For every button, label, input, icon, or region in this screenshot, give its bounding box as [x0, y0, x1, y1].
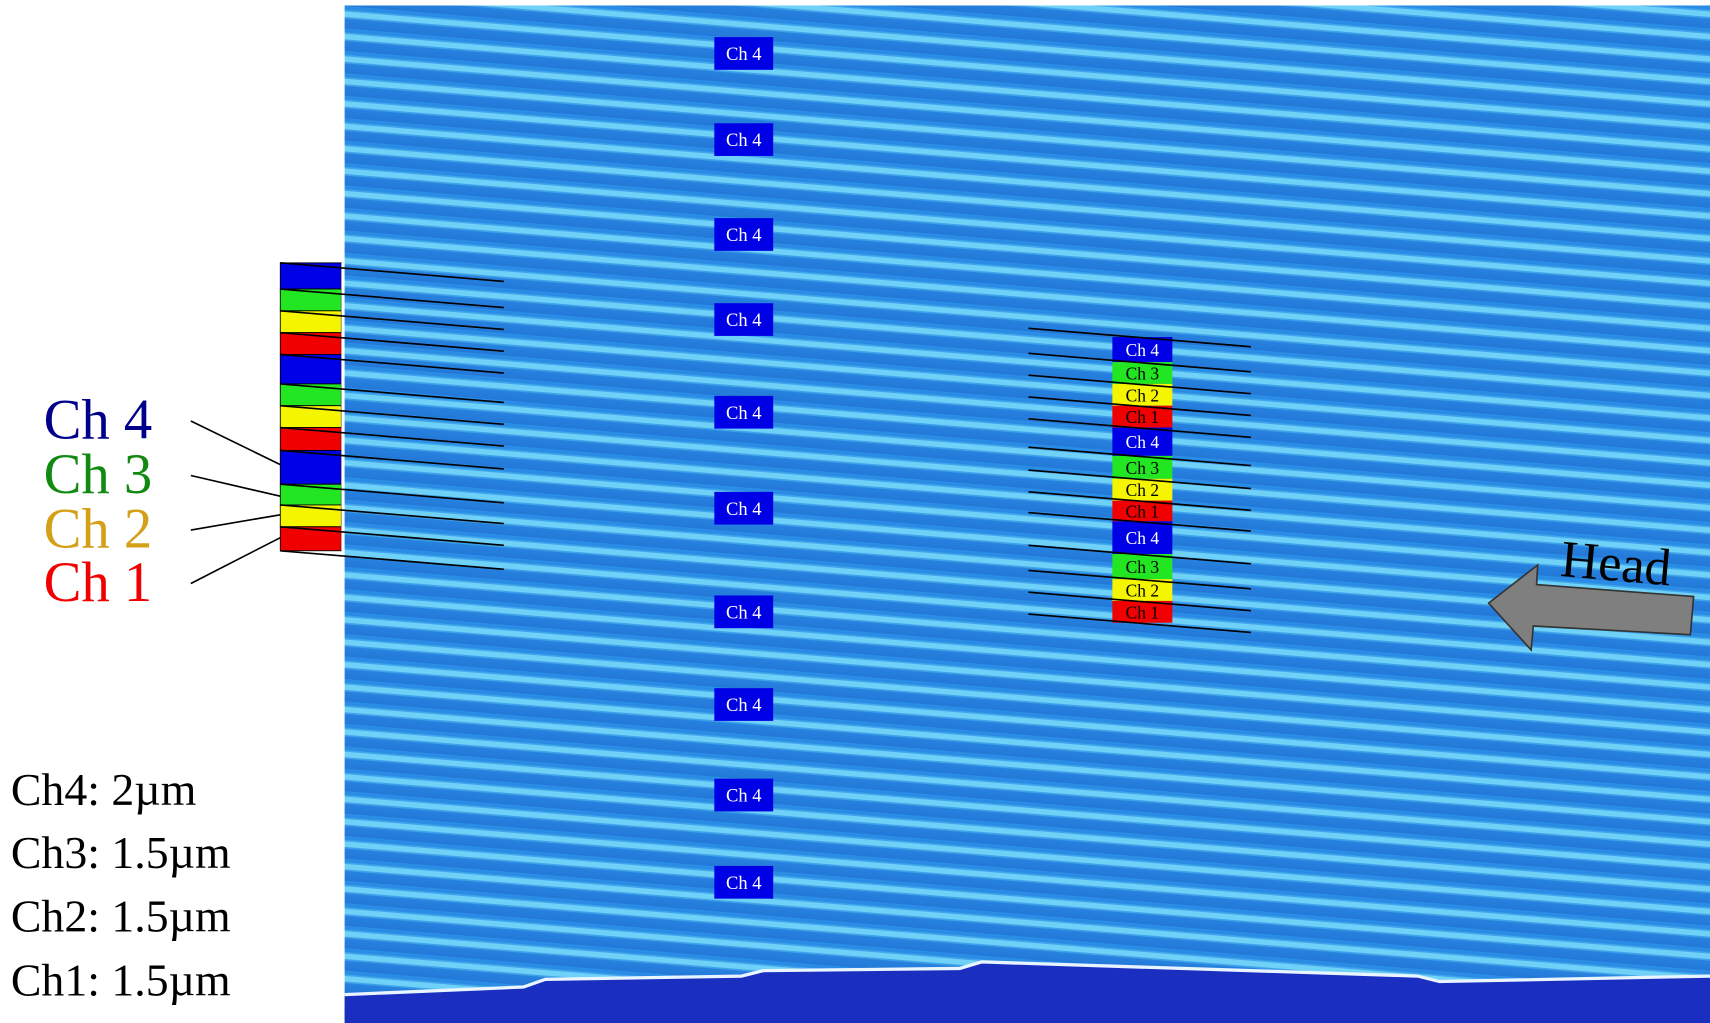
stack-label: Ch 2: [1126, 581, 1159, 601]
column-label: Ch 4: [726, 499, 762, 520]
stack-label: Ch 1: [1126, 407, 1159, 427]
width-note: Ch1: 1.5µm: [11, 955, 231, 1006]
stack-label: Ch 3: [1126, 458, 1160, 478]
legend-leader: [191, 538, 280, 584]
stack-label: Ch 2: [1126, 385, 1159, 405]
channel-block: [280, 428, 341, 451]
column-label: Ch 4: [726, 695, 762, 716]
width-note: Ch4: 2µm: [11, 764, 196, 815]
column-label: Ch 4: [726, 310, 762, 331]
column-label: Ch 4: [726, 786, 762, 807]
stack-label: Ch 3: [1126, 557, 1160, 577]
column-label: Ch 4: [726, 44, 762, 65]
legend-leader: [191, 515, 280, 530]
column-label: Ch 4: [726, 873, 762, 894]
width-note: Ch2: 1.5µm: [11, 890, 231, 941]
legend-label: Ch 1: [44, 551, 153, 614]
stack-label: Ch 4: [1126, 528, 1160, 548]
width-notes: Ch4: 2µm Ch3: 1.5µm Ch2: 1.5µm Ch1: 1.5µm: [11, 764, 231, 1006]
legend-leader: [191, 421, 280, 465]
column-label: Ch 4: [726, 225, 762, 246]
stack-label: Ch 4: [1126, 340, 1160, 360]
legend: Ch 4Ch 3Ch 2Ch 1: [44, 388, 281, 613]
column-label: Ch 4: [726, 130, 762, 151]
head-label: Head: [1558, 530, 1673, 597]
width-note: Ch3: 1.5µm: [11, 827, 231, 878]
stack-label: Ch 4: [1126, 432, 1160, 452]
tape-image: [345, 5, 1710, 1022]
stack-label: Ch 1: [1126, 501, 1159, 521]
stack-label: Ch 3: [1126, 364, 1160, 384]
column-label: Ch 4: [726, 403, 762, 424]
page: Ch 4Ch 3Ch 2Ch 1Ch 4Ch 3Ch 2Ch 1Ch 4Ch 3…: [0, 0, 1710, 1023]
legend-leader: [191, 476, 280, 497]
stack-label: Ch 1: [1126, 602, 1159, 622]
stack-label: Ch 2: [1126, 480, 1159, 500]
figure: Ch 4Ch 3Ch 2Ch 1Ch 4Ch 3Ch 2Ch 1Ch 4Ch 3…: [0, 0, 1710, 1023]
column-label: Ch 4: [726, 602, 762, 623]
